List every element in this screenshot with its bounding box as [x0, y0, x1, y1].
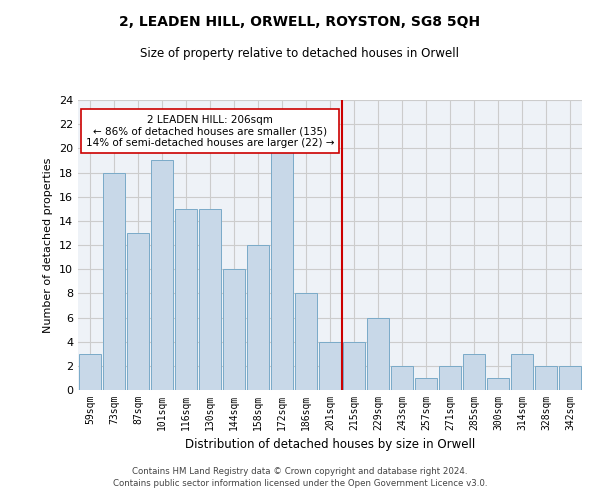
Bar	[127, 233, 149, 390]
Bar	[367, 318, 389, 390]
Bar	[391, 366, 413, 390]
Text: 2, LEADEN HILL, ORWELL, ROYSTON, SG8 5QH: 2, LEADEN HILL, ORWELL, ROYSTON, SG8 5QH	[119, 15, 481, 29]
Bar	[511, 354, 533, 390]
Text: Contains public sector information licensed under the Open Government Licence v3: Contains public sector information licen…	[113, 478, 487, 488]
Y-axis label: Number of detached properties: Number of detached properties	[43, 158, 53, 332]
Bar	[415, 378, 437, 390]
Bar	[535, 366, 557, 390]
Bar	[295, 294, 317, 390]
Bar	[223, 269, 245, 390]
Bar	[103, 172, 125, 390]
Bar	[319, 342, 341, 390]
Text: Contains HM Land Registry data © Crown copyright and database right 2024.: Contains HM Land Registry data © Crown c…	[132, 467, 468, 476]
Bar	[175, 209, 197, 390]
Bar	[343, 342, 365, 390]
X-axis label: Distribution of detached houses by size in Orwell: Distribution of detached houses by size …	[185, 438, 475, 452]
Bar	[199, 209, 221, 390]
Bar	[559, 366, 581, 390]
Bar	[79, 354, 101, 390]
Text: Size of property relative to detached houses in Orwell: Size of property relative to detached ho…	[140, 48, 460, 60]
Bar	[463, 354, 485, 390]
Bar	[487, 378, 509, 390]
Bar	[151, 160, 173, 390]
Bar	[439, 366, 461, 390]
Bar	[247, 245, 269, 390]
Text: 2 LEADEN HILL: 206sqm
← 86% of detached houses are smaller (135)
14% of semi-det: 2 LEADEN HILL: 206sqm ← 86% of detached …	[86, 114, 334, 148]
Bar	[271, 148, 293, 390]
